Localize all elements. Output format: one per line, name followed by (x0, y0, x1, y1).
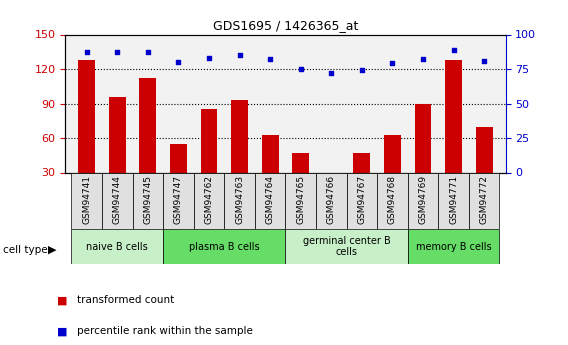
Point (296, 66, 305, 72)
Text: GSM94769: GSM94769 (419, 175, 428, 225)
Text: germinal center B
cells: germinal center B cells (303, 236, 390, 257)
Bar (415, 104, 431, 172)
Bar (78, 60, 95, 172)
Text: GSM94768: GSM94768 (388, 175, 397, 225)
Bar (286, 229, 408, 264)
Text: GSM94762: GSM94762 (204, 175, 214, 224)
Point (112, 50, 122, 55)
Bar (445, 60, 462, 172)
Bar (286, 172, 316, 229)
Title: GDS1695 / 1426365_at: GDS1695 / 1426365_at (213, 19, 358, 32)
Point (449, 47, 458, 52)
Bar (170, 144, 187, 172)
Point (82, 50, 91, 55)
Bar (469, 172, 499, 229)
Bar (408, 172, 438, 229)
Text: memory B cells: memory B cells (416, 242, 491, 252)
Text: ■: ■ (57, 295, 67, 305)
Bar (476, 127, 492, 172)
Point (419, 57, 428, 62)
Text: GSM94763: GSM94763 (235, 175, 244, 225)
Point (357, 68, 366, 73)
Bar (262, 135, 278, 172)
Text: GSM94744: GSM94744 (113, 175, 122, 224)
Text: cell type: cell type (3, 245, 48, 255)
Bar (353, 153, 370, 172)
Text: GSM94745: GSM94745 (143, 175, 152, 224)
Text: GSM94767: GSM94767 (357, 175, 366, 225)
Point (388, 61, 397, 66)
Point (327, 70, 336, 76)
Text: ▶: ▶ (48, 245, 57, 255)
Bar (102, 172, 132, 229)
Bar (346, 172, 377, 229)
Text: plasma B cells: plasma B cells (189, 242, 260, 252)
Text: GSM94741: GSM94741 (82, 175, 91, 224)
Bar (194, 172, 224, 229)
Bar (377, 172, 408, 229)
Text: GSM94764: GSM94764 (266, 175, 275, 224)
Bar (293, 153, 309, 172)
Point (266, 57, 275, 62)
Bar (72, 172, 102, 229)
Point (174, 59, 183, 65)
Point (479, 58, 488, 63)
Point (204, 55, 214, 61)
Text: GSM94771: GSM94771 (449, 175, 458, 225)
Text: naive B cells: naive B cells (86, 242, 148, 252)
Bar (72, 229, 163, 264)
Text: percentile rank within the sample: percentile rank within the sample (77, 326, 253, 336)
Point (235, 52, 244, 58)
Bar (163, 172, 194, 229)
Bar (255, 172, 286, 229)
Text: GSM94765: GSM94765 (296, 175, 305, 225)
Text: GSM94766: GSM94766 (327, 175, 336, 225)
Bar (132, 172, 163, 229)
Bar (140, 78, 156, 172)
Bar (201, 109, 218, 172)
Text: transformed count: transformed count (77, 295, 174, 305)
Text: GSM94747: GSM94747 (174, 175, 183, 224)
Bar (231, 100, 248, 172)
Bar (438, 172, 469, 229)
Bar (408, 229, 499, 264)
Bar (224, 172, 255, 229)
Text: ■: ■ (57, 326, 67, 336)
Point (143, 50, 152, 55)
Text: GSM94772: GSM94772 (479, 175, 488, 224)
Bar (109, 97, 126, 172)
Bar (316, 172, 346, 229)
Bar (384, 135, 401, 172)
Bar (163, 229, 286, 264)
